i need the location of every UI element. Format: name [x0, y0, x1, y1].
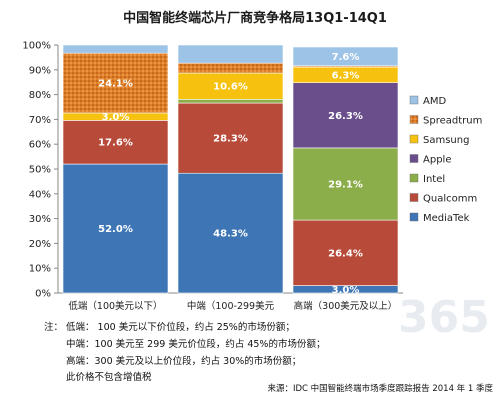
legend-swatch-amd [409, 95, 419, 105]
note-line: 中端：100 美元至 299 美元价位段，约占 45%的市场份额； [66, 338, 325, 350]
watermark-text: 365 PR [398, 292, 500, 343]
bar-segment-spreadtrum [62, 52, 169, 114]
note-line: 此价格不包含增值税 [66, 371, 152, 383]
y-tick-label: 80% [29, 90, 51, 101]
legend-swatch-apple [409, 154, 419, 163]
category-label: 中端（100-299美元 [187, 300, 275, 312]
legend-swatch-samsung [409, 134, 419, 144]
bar-segment-mediatek [177, 172, 284, 294]
data-label: 48.3% [213, 229, 248, 240]
data-label: 6.3% [332, 70, 360, 81]
y-tick-label: 40% [29, 189, 51, 200]
source-text: 来源：IDC 中国智能终端市场季度跟踪报告 2014 年 1 季度 [267, 383, 493, 394]
bar-segment-mediatek [62, 163, 169, 294]
data-label: 3.0% [102, 112, 130, 123]
bar-segment-amd [62, 44, 169, 54]
legend-swatch-mediatek [409, 212, 419, 222]
y-tick-label: 100% [22, 41, 51, 52]
chart-title: 中国智能终端芯片厂商竞争格局13Q1-14Q1 [123, 10, 387, 26]
data-label: 7.6% [332, 52, 360, 63]
data-label: 26.4% [328, 248, 363, 259]
y-tick-label: 20% [29, 239, 51, 250]
note-line: 高端：300 美元及以上价位段，约占 30%的市场份额； [66, 355, 301, 367]
data-label: 10.6% [213, 82, 248, 93]
y-tick-label: 0% [35, 289, 51, 300]
y-tick-label: 60% [29, 140, 51, 151]
data-label: 52.0% [98, 224, 133, 235]
bar-segment-qualcomm [292, 219, 399, 286]
legend-label-samsung: Samsung [423, 135, 469, 146]
bar-segment-apple [292, 82, 399, 149]
data-label: 28.3% [213, 134, 248, 145]
note-line: 注： 低端： 100 美元以下价位段，约占 25%的市场份额； [44, 321, 295, 333]
legend-swatch-spreadtrum [409, 115, 419, 124]
legend-label-spreadtrum: Spreadtrum [423, 116, 482, 127]
bar-segment-amd [292, 46, 399, 67]
category-label: 高端（300美元及以上） [294, 300, 398, 312]
legend-label-apple: Apple [423, 155, 451, 166]
category-label: 低端（100美元以下） [68, 300, 162, 312]
bar-segment-intel [177, 99, 284, 104]
data-label: 26.3% [328, 111, 363, 122]
bar-segment-intel [292, 147, 399, 221]
y-tick-label: 10% [29, 264, 51, 275]
legend-swatch-qualcomm [409, 193, 419, 202]
bar-segment-amd [177, 44, 284, 64]
data-label: 24.1% [98, 79, 133, 90]
legend-swatch-intel [409, 173, 419, 183]
data-label: 17.6% [98, 138, 133, 149]
bar-segment-qualcomm [177, 102, 284, 174]
legend-label-qualcomm: Qualcomm [423, 194, 477, 205]
data-label: 29.1% [328, 180, 363, 191]
bar-segment-spreadtrum [177, 62, 284, 74]
y-tick-label: 30% [29, 214, 51, 225]
legend-label-intel: Intel [423, 174, 445, 185]
bars-group: 52.0% 17.6% 3.0% 24.1% 低端（100美元以下） 48.3% 28.3%… [62, 44, 399, 312]
legend: AMD Spreadtrum Samsung Apple Intel Qualcomm Me… [409, 95, 482, 224]
legend-label-amd: AMD [423, 96, 446, 107]
bar-segment-samsung [177, 72, 284, 100]
y-tick-label: 70% [29, 115, 51, 126]
notes-block: 注： 低端： 100 美元以下价位段，约占 25%的市场份额； 中端：100 美元… [44, 321, 325, 383]
bar-segment-qualcomm [62, 120, 169, 165]
legend-label-mediatek: MediaTek [423, 213, 470, 224]
data-label: 3.0% [332, 285, 360, 296]
y-tick-label: 90% [29, 65, 51, 76]
y-tick-label: 50% [29, 165, 51, 176]
